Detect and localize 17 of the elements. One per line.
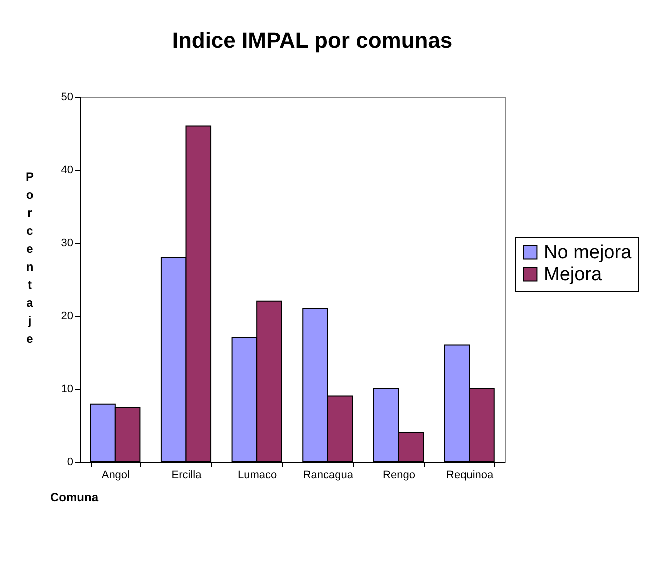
x-tick-label: Angol (102, 470, 130, 482)
chart-title: Indice IMPAL por comunas (172, 28, 453, 53)
x-tick-label: Rancagua (303, 470, 354, 482)
legend-label: No mejora (544, 242, 632, 264)
legend-label: Mejora (544, 264, 603, 286)
x-tick-label: Lumaco (238, 470, 278, 482)
y-tick-label: 20 (61, 310, 74, 322)
y-tick-label: 50 (61, 92, 74, 104)
x-axis-title: Comuna (50, 490, 99, 504)
x-tick-label: Requinoa (446, 470, 495, 482)
x-tick-label: Rengo (383, 470, 416, 482)
text: Porcentaje (26, 170, 34, 346)
y-tick-label: 0 (67, 456, 74, 468)
y-tick-label: 40 (61, 164, 74, 176)
y-tick-label: 30 (61, 238, 74, 250)
y-tick-label: 10 (61, 384, 74, 396)
x-tick-label: Ercilla (172, 470, 203, 482)
